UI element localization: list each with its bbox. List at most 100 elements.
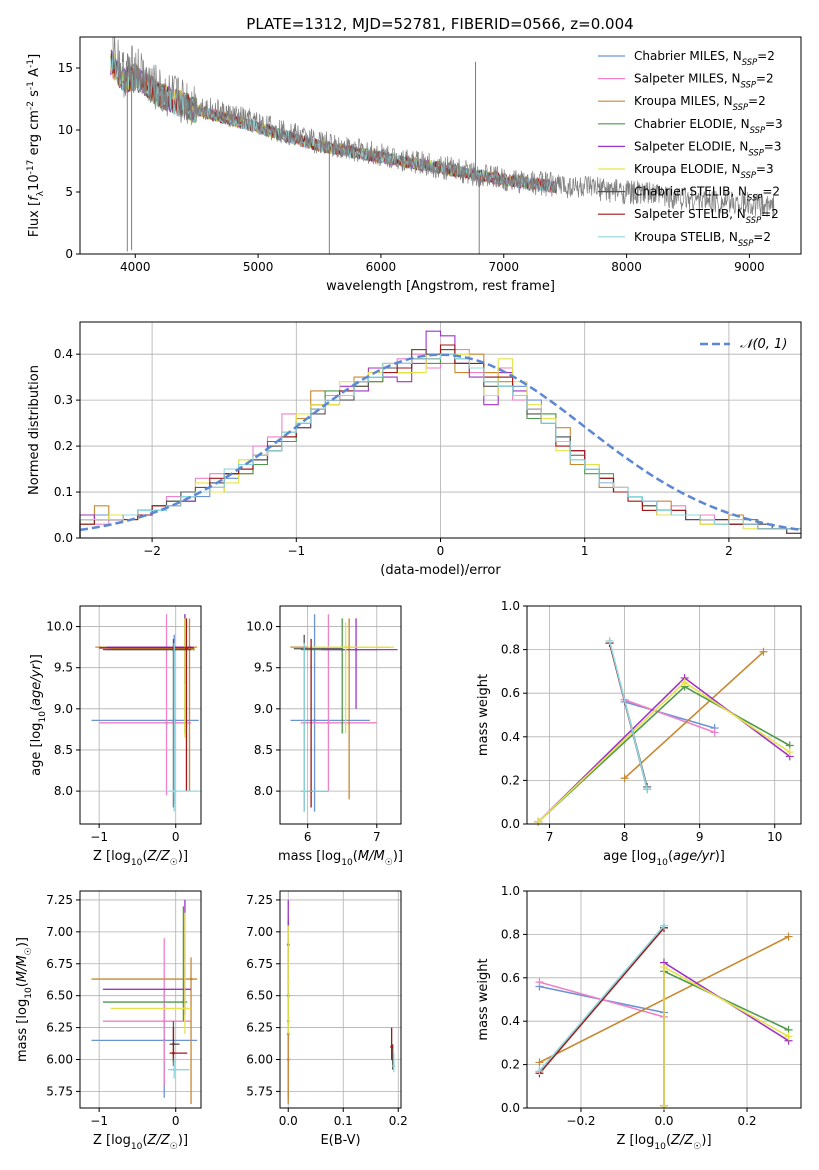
- x-axis-label: Z [log10(Z/Z☉)]: [93, 1133, 188, 1152]
- y-tick-label: 8.0: [54, 784, 73, 798]
- legend-label: 𝒩(0, 1): [740, 337, 787, 352]
- plus-marker: [784, 1032, 793, 1041]
- y-tick-label: 6.00: [46, 1052, 73, 1066]
- data-point: [185, 646, 188, 650]
- x-tick-label: 9: [696, 830, 704, 844]
- y-tick-label: 5.75: [246, 1084, 273, 1098]
- plus-marker: [535, 1058, 544, 1067]
- data-point: [344, 645, 348, 649]
- x-tick-label: −2: [143, 544, 161, 558]
- x-tick-label: 7: [373, 830, 381, 844]
- data-point: [390, 1045, 394, 1049]
- y-tick-label: 5: [65, 185, 73, 199]
- weight-line: [663, 970, 789, 1106]
- y-tick-label: 10.0: [46, 620, 73, 634]
- y-tick-label: 6.00: [246, 1052, 273, 1066]
- x-axis-label: (data-model)/error: [380, 563, 501, 578]
- data-point: [354, 648, 358, 651]
- extinction-mass-panel: 0.0 0.1 0.2 5.75 6.00 6.25 6.50 6.75 7.00 7.25 E(B…: [246, 890, 408, 1148]
- x-tick-label: −1: [90, 830, 108, 844]
- histogram-kroupa-stelib: [79, 353, 801, 538]
- weight-line: [538, 925, 665, 1072]
- x-tick-label: 8000: [611, 260, 642, 274]
- x-axis-label: mass [log10(M/M☉)]: [278, 849, 403, 868]
- weight-line: [537, 676, 791, 823]
- plus-marker: [660, 962, 668, 971]
- y-tick-label: 0.4: [501, 1014, 520, 1028]
- y-tick-label: 6.75: [46, 957, 73, 971]
- y-tick-label: 0.8: [501, 643, 520, 657]
- legend-label: Salpeter ELODIE, NSSP=3: [634, 139, 782, 157]
- x-tick-label: −1: [287, 544, 305, 558]
- axes-frame: [79, 36, 802, 255]
- y-tick-label: 9.5: [254, 661, 273, 675]
- y-tick-label: 8.0: [254, 784, 273, 798]
- spectrum-lines: [110, 37, 775, 254]
- y-tick-label: 0.2: [501, 1058, 520, 1072]
- x-tick-label: 2: [725, 544, 733, 558]
- weight-line: [537, 685, 791, 823]
- data-point: [162, 1019, 166, 1023]
- legend-label: Chabrier ELODIE, NSSP=3: [634, 117, 783, 135]
- axes-frame: [526, 605, 802, 825]
- y-axis-label: mass weight: [476, 674, 491, 756]
- x-tick-label: 7000: [488, 260, 519, 274]
- x-tick-label: 1: [581, 544, 589, 558]
- x-tick-label: 4000: [120, 260, 151, 274]
- weight-line: [663, 961, 789, 1106]
- y-tick-label: 6.25: [246, 1021, 273, 1035]
- mass-age-panel: 6 7 8.0 8.5 9.0 9.5 10.0 mass [log10(M/M☉)]: [246, 605, 403, 868]
- y-axis-label: Flux [fλ10-17 erg cm-2 s-1 A-1]: [26, 54, 46, 237]
- x-tick-label: 0.2: [737, 1114, 756, 1128]
- metallicity-weight-panel: −0.2 0.0 0.2 0.0 0.2 0.4 0.6 0.8 1.0 Z [log10(Z/Z…: [476, 884, 802, 1152]
- x-axis-label: wavelength [Angstrom, rest frame]: [326, 279, 555, 294]
- y-axis-label: Normed distribution: [27, 365, 42, 495]
- age-weight-panel: 7 8 9 10 0.0 0.2 0.4 0.6 0.8 1.0 age [log10(age/yr…: [476, 599, 802, 868]
- axes-frame: [79, 321, 802, 539]
- data-point: [172, 1068, 176, 1072]
- y-tick-label: 0.0: [54, 531, 73, 545]
- y-tick-label: 6.75: [246, 957, 273, 971]
- x-tick-label: 10: [767, 830, 782, 844]
- x-tick-label: 6: [304, 830, 312, 844]
- residual-histogram-panel: −2 −1 0 1 2 0.0 0.1 0.2 0.3 0.4 (data-model)/error…: [27, 321, 802, 578]
- observed-spectrum-line: [110, 37, 775, 219]
- data-point: [172, 1051, 175, 1055]
- legend-label: Kroupa MILES, NSSP=2: [634, 94, 766, 112]
- x-tick-label: 0.2: [389, 1114, 408, 1128]
- x-tick-label: 6000: [366, 260, 397, 274]
- plus-marker: [785, 748, 794, 757]
- legend-label: Salpeter STELIB, NSSP=2: [634, 207, 779, 225]
- plus-marker: [535, 978, 544, 987]
- y-tick-label: 7.00: [246, 925, 273, 939]
- plus-marker: [660, 921, 668, 930]
- y-tick-label: 9.0: [254, 702, 273, 716]
- data-point: [165, 721, 168, 725]
- y-tick-label: 0.0: [501, 1101, 520, 1115]
- y-tick-label: 1.0: [501, 884, 520, 898]
- y-tick-label: 0.0: [501, 817, 520, 831]
- legend-label: Chabrier MILES, NSSP=2: [634, 49, 775, 67]
- model-spectrum-line: [110, 55, 558, 194]
- weight-line: [537, 681, 791, 823]
- y-tick-label: 1.0: [501, 599, 520, 613]
- normal-distribution-curve: [79, 353, 802, 532]
- y-tick-label: 6.50: [46, 989, 73, 1003]
- x-tick-label: 7: [546, 830, 554, 844]
- figure-title: PLATE=1312, MJD=52781, FIBERID=0566, z=0…: [246, 15, 633, 33]
- x-tick-label: 0: [437, 544, 445, 558]
- weight-line: [538, 927, 665, 1074]
- x-tick-label: 0.1: [334, 1114, 353, 1128]
- y-tick-label: 6.50: [246, 989, 273, 1003]
- axes-frame: [526, 890, 802, 1109]
- y-tick-label: 0.2: [54, 439, 73, 453]
- plus-marker: [620, 774, 629, 783]
- x-tick-label: 0: [172, 1114, 180, 1128]
- plus-marker: [643, 785, 652, 794]
- y-tick-label: 7.00: [46, 925, 73, 939]
- y-tick-label: 8.5: [54, 743, 73, 757]
- x-tick-label: 5000: [243, 260, 274, 274]
- plus-marker: [660, 1101, 668, 1110]
- data-point: [183, 1007, 187, 1010]
- x-tick-label: 9000: [734, 260, 765, 274]
